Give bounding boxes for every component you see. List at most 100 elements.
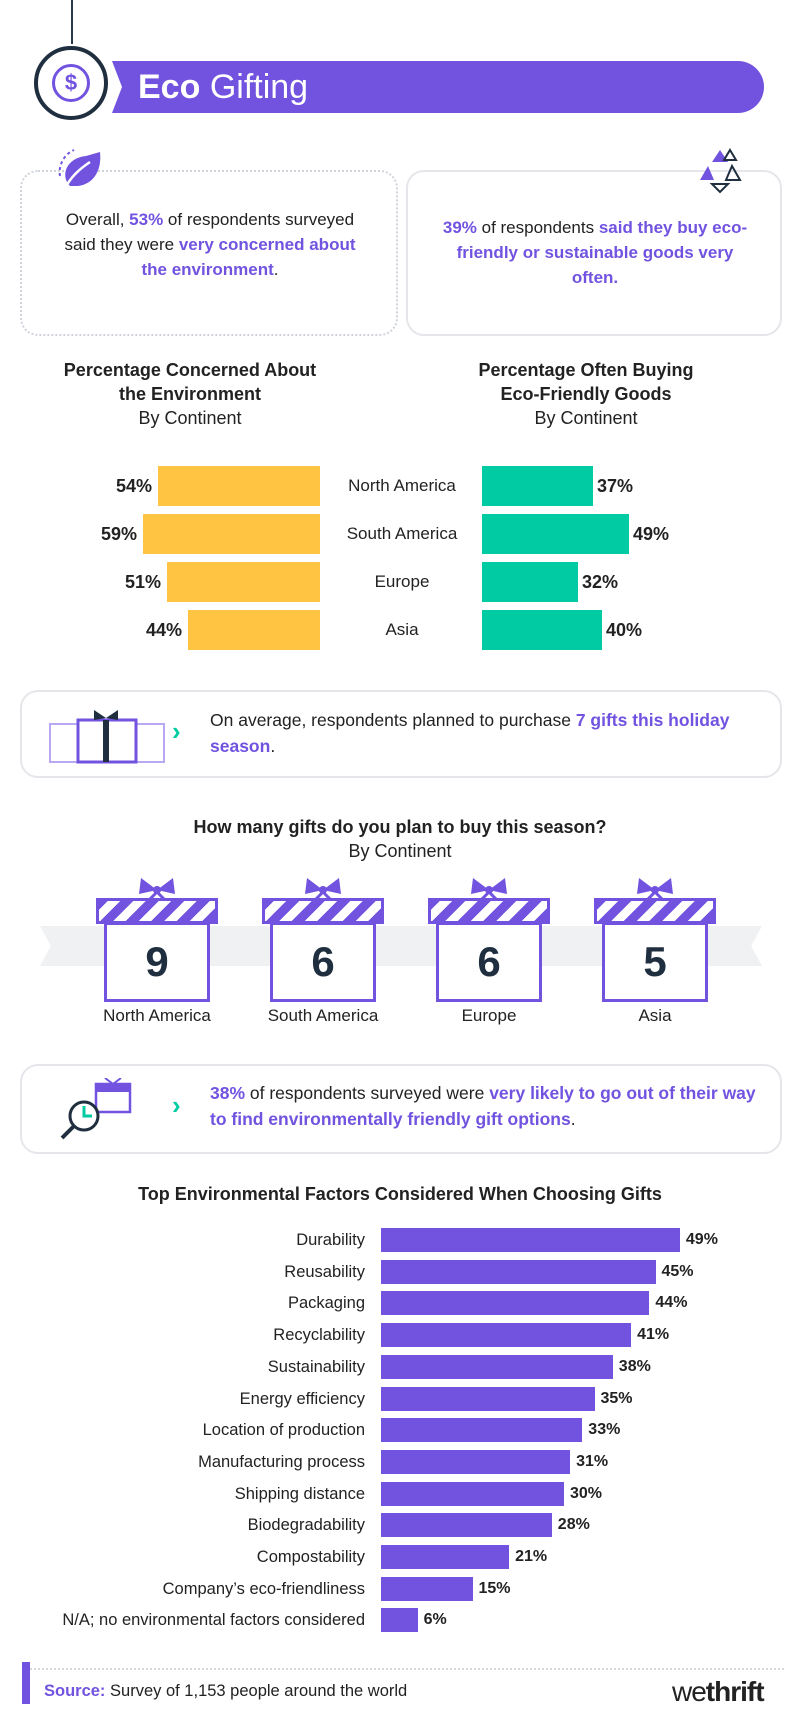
factor-label: Sustainability (267, 1357, 365, 1376)
gift-count-value: 9 (104, 922, 210, 1002)
factor-value-label: 45% (661, 1262, 694, 1280)
title-light: Gifting (209, 68, 309, 106)
factor-bar (381, 1323, 632, 1348)
title-line-1: Percentage Often Buying (478, 360, 694, 380)
footer-accent-bar (22, 1662, 30, 1704)
gifts-chart-title: How many gifts do you plan to buy this s… (100, 815, 700, 863)
info-highlight: very likely to go out of their way to fi… (210, 1083, 756, 1129)
factor-label: Manufacturing process (198, 1452, 365, 1471)
factor-bar (381, 1291, 650, 1316)
stat-pct: 53% (129, 210, 164, 229)
buying-value-label: 40% (606, 620, 643, 640)
factor-value-label: 30% (570, 1484, 603, 1502)
continent-label: Europe (461, 1006, 517, 1025)
hanging-string (71, 0, 73, 44)
leaf-icon (58, 149, 101, 191)
factors-chart-title: Top Environmental Factors Considered Whe… (138, 1184, 662, 1204)
bow-icon (471, 878, 507, 900)
gift-box-item: 5 (594, 870, 716, 1010)
factor-bar (381, 1259, 656, 1284)
magnifier-gift-icon (60, 1078, 132, 1140)
factor-label: Company’s eco-friendliness (162, 1579, 365, 1598)
source-note: Source: Survey of 1,153 people around th… (44, 1682, 407, 1701)
gift-count-value: 5 (602, 922, 708, 1002)
factor-value-label: 31% (576, 1452, 609, 1470)
continent-label: South America (267, 1006, 379, 1025)
stat-text-pre: Overall, (65, 210, 130, 229)
concern-value-label: 54% (115, 476, 152, 496)
continent-label: Asia (385, 620, 419, 639)
info-pct: 38% (210, 1083, 246, 1103)
factor-label: Reusability (284, 1262, 365, 1281)
factor-bar (381, 1513, 552, 1538)
stat-buying-text: 39% of respondents said they buy eco-fri… (440, 215, 750, 290)
gift-count-value: 6 (436, 922, 542, 1002)
bow-icon (637, 878, 673, 900)
info-text-pre: On average, respondents planned to purch… (210, 710, 576, 730)
continent-label: South America (346, 524, 458, 543)
subtitle: By Continent (534, 408, 638, 428)
concern-bar (158, 466, 320, 506)
footer-divider (22, 1668, 784, 1670)
factor-bar (381, 1545, 510, 1569)
buying-bar (482, 610, 602, 650)
gift-lid (428, 898, 550, 924)
title-line-2: the Environment (118, 384, 261, 404)
factor-bar (381, 1418, 583, 1443)
title-bold: Eco (138, 68, 201, 106)
bow-icon (139, 878, 175, 900)
dollar-icon: $ (52, 64, 90, 102)
logo-bold: thrift (705, 1676, 765, 1707)
factor-label: N/A; no environmental factors considered (62, 1611, 365, 1630)
continent-label: North America (103, 1006, 211, 1025)
factor-value-label: 49% (685, 1231, 718, 1248)
buying-value-label: 37% (597, 476, 634, 496)
factor-bar (381, 1576, 473, 1601)
factor-value-label: 33% (588, 1421, 621, 1439)
concern-bar (167, 562, 320, 602)
factor-label: Location of production (202, 1421, 365, 1440)
stat-highlight: very concerned about the environment (141, 235, 356, 279)
factor-label: Biodegradability (247, 1516, 365, 1535)
buying-chart-title: Percentage Often Buying Eco-Friendly Goo… (436, 358, 736, 430)
info-highlight: 7 gifts this holiday season (210, 710, 730, 756)
source-label: Source: (44, 1682, 106, 1700)
recycle-icon (700, 148, 742, 194)
concern-bar (143, 514, 320, 554)
gift-box-item: 6 (428, 870, 550, 1010)
factor-value-label: 15% (478, 1579, 511, 1597)
title-banner (112, 61, 764, 113)
factor-bar (381, 1228, 680, 1252)
factor-bar (381, 1481, 564, 1506)
factor-label: Durability (296, 1231, 365, 1249)
gift-count-value: 6 (270, 922, 376, 1002)
factor-label: Shipping distance (234, 1484, 365, 1503)
buying-bar (482, 466, 593, 506)
factor-bar (381, 1449, 571, 1474)
info-box-likely (20, 1064, 782, 1154)
info-gifts-text: On average, respondents planned to purch… (210, 707, 770, 759)
page-title: Eco Gifting (138, 61, 308, 113)
gift-box-item: 9 (96, 870, 218, 1010)
title-line-1: How many gifts do you plan to buy this s… (193, 817, 607, 837)
factor-label: Recyclability (273, 1326, 365, 1345)
subtitle: By Continent (348, 841, 452, 861)
factor-bar (381, 1354, 613, 1379)
factor-value-label: 41% (637, 1326, 670, 1344)
info-text-post: . (570, 1109, 576, 1129)
concern-value-label: 51% (124, 572, 161, 592)
stat-card-buying (406, 170, 782, 336)
buying-bar (482, 562, 578, 602)
logo-light: we (672, 1676, 707, 1707)
title-line-2: Eco-Friendly Goods (500, 384, 672, 404)
continent-label: North America (348, 476, 456, 495)
gift-lid (96, 898, 218, 924)
info-text-post: . (270, 736, 276, 756)
stat-concern-text: Overall, 53% of respondents surveyed sai… (60, 207, 360, 282)
factor-value-label: 44% (655, 1294, 688, 1312)
buying-bar (482, 514, 629, 554)
chevron-right-icon: › (172, 1090, 181, 1120)
stat-text-mid: of respondents (476, 218, 599, 237)
source-text: Survey of 1,153 people around the world (105, 1682, 408, 1700)
gift-box-item: 6 (262, 870, 384, 1010)
